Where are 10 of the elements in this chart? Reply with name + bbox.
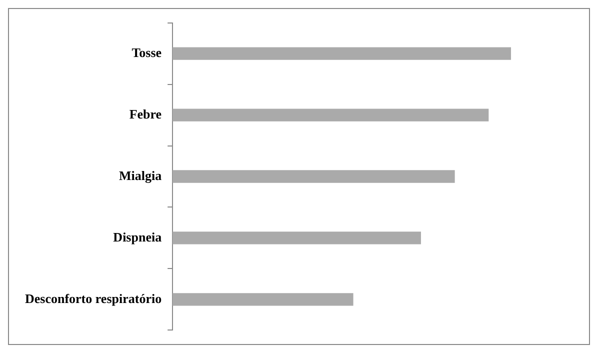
bar [172,170,455,183]
y-tick-label: Tosse [132,44,162,60]
y-tick-label: Mialgia [118,168,162,183]
bar [172,232,421,244]
bar [172,293,354,306]
y-tick-label: Desconforto respiratório [24,290,162,306]
y-tick-label: Dispneia [113,229,162,244]
bar [172,47,511,60]
y-tick-label: Febre [129,106,162,122]
bar [172,108,489,122]
